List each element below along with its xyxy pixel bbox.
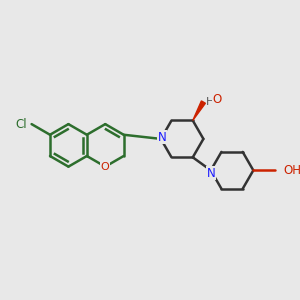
Text: Cl: Cl — [15, 118, 27, 130]
Text: N: N — [206, 167, 215, 180]
Text: O: O — [213, 93, 222, 106]
Text: N: N — [158, 130, 166, 144]
Text: O: O — [101, 162, 110, 172]
Polygon shape — [193, 101, 206, 121]
Text: H: H — [206, 97, 214, 107]
Text: OH: OH — [284, 164, 300, 177]
